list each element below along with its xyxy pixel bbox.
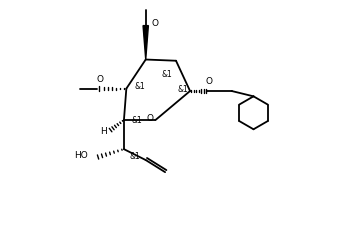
Text: HO: HO xyxy=(75,151,88,160)
Text: O: O xyxy=(151,19,158,28)
Text: O: O xyxy=(146,114,153,123)
Text: O: O xyxy=(96,75,103,84)
Text: &1: &1 xyxy=(135,82,146,91)
Text: H: H xyxy=(100,127,107,136)
Text: O: O xyxy=(205,77,212,86)
Text: &1: &1 xyxy=(178,85,189,94)
Text: &1: &1 xyxy=(130,152,141,161)
Text: &1: &1 xyxy=(132,116,143,125)
Polygon shape xyxy=(143,26,149,60)
Text: &1: &1 xyxy=(162,70,172,79)
